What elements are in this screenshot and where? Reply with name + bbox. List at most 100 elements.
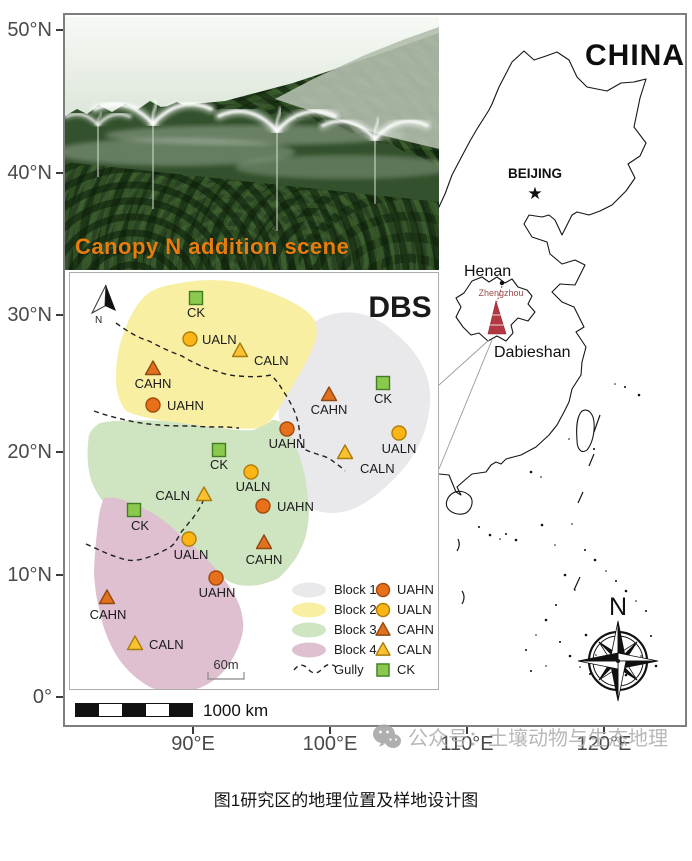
y-axis-tick-label: 20°N xyxy=(7,441,52,463)
south-china-sea-islets xyxy=(477,383,658,677)
y-axis-tickmark xyxy=(56,451,63,453)
x-axis-tick-label: 120°E xyxy=(576,733,632,755)
dbs-marker-caln-icon xyxy=(231,342,249,358)
x-axis-tickmark xyxy=(603,727,605,734)
dbs-point-label: CAHN xyxy=(90,607,127,622)
dbs-marker-ck-icon xyxy=(211,442,227,458)
dbs-marker-cahn-icon xyxy=(144,360,162,376)
scale-bar-segment xyxy=(145,704,169,716)
legend-label: CALN xyxy=(397,642,432,657)
y-axis-tickmark xyxy=(56,29,63,31)
dbs-marker-ualn-icon xyxy=(391,425,407,441)
dbs-marker-ualn-icon xyxy=(181,531,197,547)
dbs-marker-uahn-icon xyxy=(279,421,295,437)
dbs-point-label: UALN xyxy=(236,479,271,494)
legend-swatch-block4 xyxy=(292,642,326,658)
dbs-point-label: CALN xyxy=(254,353,289,368)
zhengzhou-dot xyxy=(499,280,505,286)
x-axis-tick-label: 100°E xyxy=(302,733,358,755)
y-axis-tick-label: 0° xyxy=(32,686,52,708)
dbs-marker-caln-icon xyxy=(336,444,354,460)
legend-label: Block 1 xyxy=(334,582,377,597)
compass-north-label: N xyxy=(609,593,627,621)
dbs-map: N CK UALN CALN CAHN UAHN CAHN CK UAHN UALN CALN CK… xyxy=(85,280,434,692)
y-axis-tick-label: 50°N xyxy=(7,19,52,41)
dabieshan-site-marker xyxy=(487,299,507,335)
dbs-point-label: CALN xyxy=(149,637,184,652)
x-axis-tick-label: 110°E xyxy=(440,733,494,755)
legend-swatch-block3 xyxy=(292,622,326,638)
dbs-marker-cahn-icon xyxy=(320,386,338,402)
photo-caption: Canopy N addition scene xyxy=(75,234,350,259)
gully-line xyxy=(93,410,240,429)
compass-rose-icon xyxy=(577,620,659,702)
dbs-point-label: UAHN xyxy=(269,436,306,451)
scale-bar-segment xyxy=(99,704,123,716)
dbs-marker-ualn-icon xyxy=(375,602,391,618)
henan-label: Henan xyxy=(464,263,511,280)
legend-label: CK xyxy=(397,662,415,677)
dbs-marker-cahn-icon xyxy=(98,589,116,605)
island-slashes xyxy=(456,414,601,605)
photo-far-slope xyxy=(275,27,439,149)
photo-sky xyxy=(65,17,439,116)
china-coastline xyxy=(399,50,647,496)
y-axis-tickmark xyxy=(56,574,63,576)
dbs-point-label: UALN xyxy=(382,441,417,456)
site-leader-dash xyxy=(496,285,503,303)
dbs-marker-cahn-icon xyxy=(255,534,273,550)
gully-line xyxy=(115,322,346,472)
inset-leader-lines xyxy=(438,339,493,470)
dbs-point-label: UALN xyxy=(202,332,237,347)
dbs-point-label: UAHN xyxy=(199,585,236,600)
legend-gully-icon xyxy=(293,663,337,674)
dbs-marker-ualn-icon xyxy=(243,464,259,480)
legend-swatch-block2 xyxy=(292,602,326,618)
legend-label: Block 2 xyxy=(334,602,377,617)
dbs-point-label: CAHN xyxy=(246,552,283,567)
dbs-inset: N CK UALN CALN CAHN UAHN CAHN CK UAHN UALN CALN CK… xyxy=(69,272,439,692)
dbs-marker-uahn-icon xyxy=(255,498,271,514)
dbs-marker-ck-icon xyxy=(375,375,391,391)
x-axis-tick-label: 90°E xyxy=(171,733,215,755)
x-axis-tickmark xyxy=(192,727,194,734)
dbs-scale-label: 60m xyxy=(213,657,238,672)
dbs-point-label: CK xyxy=(131,518,149,533)
legend-label: UALN xyxy=(397,602,432,617)
y-axis-tickmark xyxy=(56,172,63,174)
x-axis-tickmark xyxy=(329,727,331,734)
china-map: CHINA BEIJING ★ Henan Zhengzhou Dabiesha… xyxy=(399,39,684,702)
beijing-label: BEIJING xyxy=(508,166,562,181)
scale-bar xyxy=(75,703,193,717)
north-arrow-label: N xyxy=(95,315,102,326)
dbs-marker-ck-icon xyxy=(126,502,142,518)
photo-fog xyxy=(235,155,439,179)
dbs-marker-ck-icon xyxy=(376,663,390,677)
zhengzhou-label: Zhengzhou xyxy=(478,288,523,298)
block-2-region xyxy=(116,280,317,429)
dbs-marker-uahn-icon xyxy=(375,582,391,598)
dbs-marker-ck-icon xyxy=(188,290,204,306)
north-arrow-icon: N xyxy=(90,284,116,326)
dbs-marker-caln-icon xyxy=(195,486,213,502)
taiwan-island xyxy=(576,409,595,453)
dbs-scale-bracket xyxy=(207,672,245,680)
site-marker-hatch xyxy=(490,314,504,326)
dbs-point-label: UALN xyxy=(174,547,209,562)
dbs-marker-ualn-icon xyxy=(182,331,198,347)
x-axis-tickmark xyxy=(466,727,468,734)
photo-fog xyxy=(105,125,405,145)
dbs-marker-caln-icon xyxy=(375,641,391,656)
beijing-star-icon: ★ xyxy=(527,184,542,203)
legend-label: Block 3 xyxy=(334,622,377,637)
dbs-point-label: CK xyxy=(187,305,205,320)
dbs-marker-caln-icon xyxy=(126,635,144,651)
y-axis-tick-label: 10°N xyxy=(7,564,52,586)
block-3-region xyxy=(87,419,309,586)
dbs-point-label: UAHN xyxy=(167,398,204,413)
legend-swatch-block1 xyxy=(292,582,326,598)
legend-label: Block 4 xyxy=(334,642,377,657)
henan-province-outline xyxy=(455,276,536,342)
dbs-point-label: CAHN xyxy=(311,402,348,417)
